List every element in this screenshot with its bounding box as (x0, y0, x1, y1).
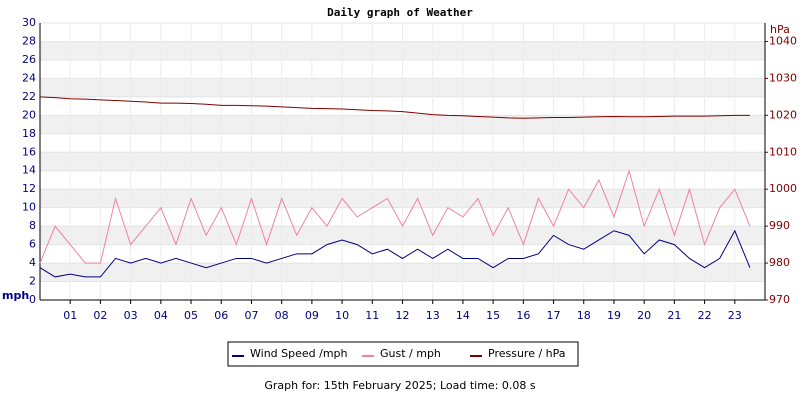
y2-tick-label: 970 (769, 293, 790, 306)
x-tick-label: 20 (637, 309, 651, 322)
x-tick-label: 06 (214, 309, 228, 322)
x-tick-label: 21 (667, 309, 681, 322)
x-tick-label: 04 (154, 309, 168, 322)
x-tick-label: 09 (305, 309, 319, 322)
legend-label: Wind Speed /mph (250, 347, 348, 360)
y2-tick-label: 980 (769, 256, 790, 269)
y-tick-label: 24 (22, 71, 36, 84)
x-tick-label: 01 (63, 309, 77, 322)
x-tick-label: 17 (547, 309, 561, 322)
x-tick-label: 05 (184, 309, 198, 322)
y-tick-label: 12 (22, 182, 36, 195)
legend-label: Gust / mph (380, 347, 441, 360)
y2-tick-label: 1000 (769, 182, 797, 195)
x-tick-label: 12 (396, 309, 410, 322)
legend-label: Pressure / hPa (488, 347, 566, 360)
x-tick-label: 19 (607, 309, 621, 322)
x-tick-label: 11 (365, 309, 379, 322)
y-tick-label: 10 (22, 201, 36, 214)
y-tick-label: 8 (29, 219, 36, 232)
x-tick-label: 14 (456, 309, 470, 322)
y-tick-label: 26 (22, 53, 36, 66)
x-tick-label: 03 (124, 309, 138, 322)
y2-tick-label: 990 (769, 219, 790, 232)
chart-title: Daily graph of Weather (327, 6, 473, 19)
y-tick-label: 22 (22, 90, 36, 103)
y-tick-label: 30 (22, 16, 36, 29)
legend-box (227, 341, 579, 367)
y-tick-label: 6 (29, 238, 36, 251)
series-line (39, 168, 751, 264)
y2-axis-label: hPa (770, 23, 790, 36)
y2-tick-label: 1010 (769, 145, 797, 158)
y-tick-label: 2 (29, 275, 36, 288)
series-line (39, 96, 750, 119)
y-axis-label: mph (2, 289, 29, 302)
x-tick-label: 23 (728, 309, 742, 322)
x-tick-label: 15 (486, 309, 500, 322)
x-tick-label: 10 (335, 309, 349, 322)
x-tick-label: 13 (426, 309, 440, 322)
x-tick-label: 18 (577, 309, 591, 322)
y2-tick-label: 1020 (769, 108, 797, 121)
x-tick-label: 02 (93, 309, 107, 322)
y-tick-label: 0 (29, 293, 36, 306)
footer: Graph for: 15th February 2025; Load time… (264, 379, 536, 392)
y-tick-label: 20 (22, 108, 36, 121)
y-tick-label: 14 (22, 164, 36, 177)
x-tick-label: 07 (244, 309, 258, 322)
y-tick-label: 16 (22, 145, 36, 158)
y2-tick-label: 1030 (769, 71, 797, 84)
series-line (39, 229, 751, 278)
y-tick-label: 4 (29, 256, 36, 269)
x-tick-label: 16 (516, 309, 530, 322)
x-tick-label: 22 (698, 309, 712, 322)
y-tick-label: 28 (22, 34, 36, 47)
x-tick-label: 08 (275, 309, 289, 322)
y-tick-label: 18 (22, 127, 36, 140)
y2-tick-label: 1040 (769, 34, 797, 47)
